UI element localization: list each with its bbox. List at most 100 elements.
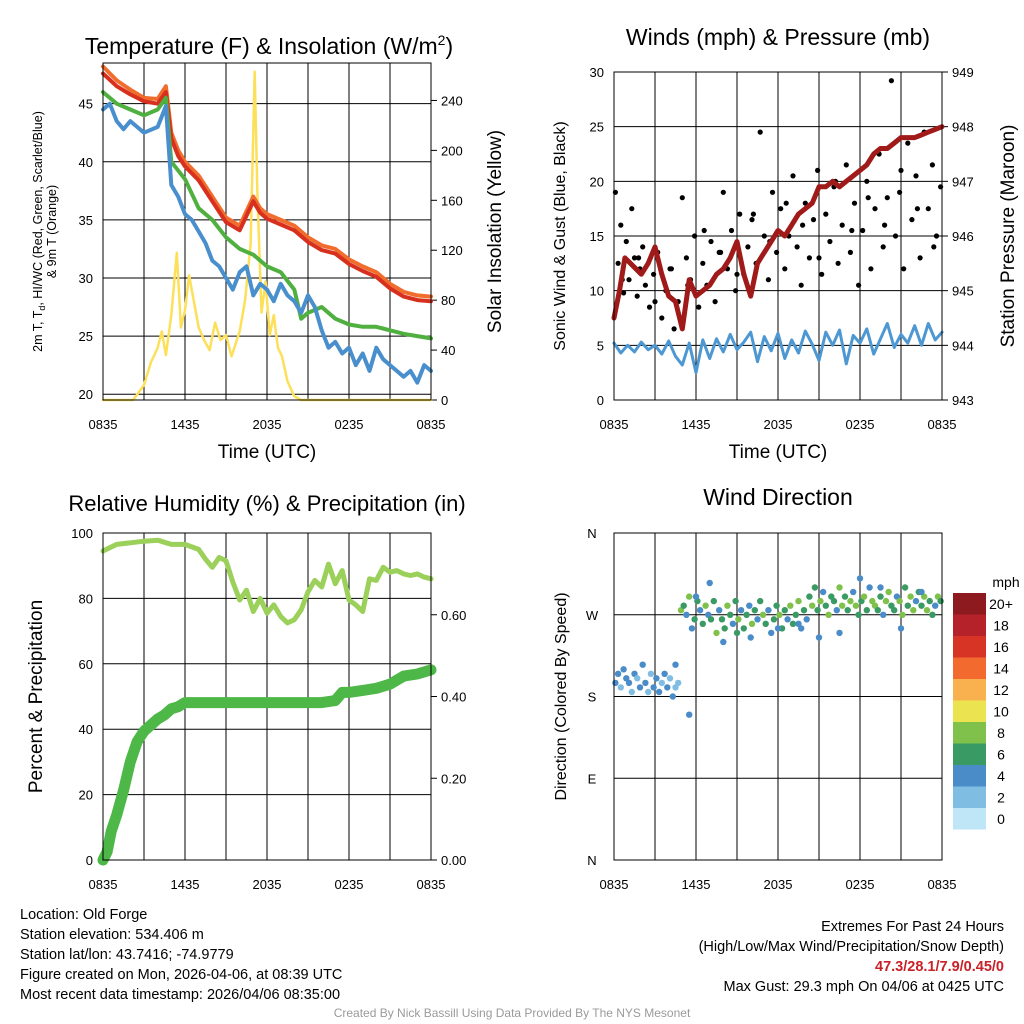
direction-point bbox=[666, 675, 674, 682]
gust-point bbox=[815, 167, 821, 173]
chart-title-temperature: Temperature (F) & Insolation (W/m2) bbox=[85, 32, 453, 59]
y2-tick-label-0: 160 bbox=[441, 193, 463, 208]
y-tick-label-0: 40 bbox=[79, 155, 93, 170]
y2-axis-label-winds: Station Pressure (Maroon) bbox=[998, 125, 1019, 348]
y2-tick-label-1: 949 bbox=[952, 65, 974, 80]
direction-point bbox=[910, 607, 917, 614]
extremes-subtitle: (High/Low/Max Wind/Precipitation/Snow De… bbox=[698, 939, 1004, 955]
x-tick-label-1: 2035 bbox=[764, 417, 793, 432]
gust-point bbox=[783, 200, 789, 206]
gust-point bbox=[646, 304, 653, 310]
gust-point bbox=[626, 277, 632, 283]
gust-point bbox=[692, 233, 698, 239]
direction-point bbox=[688, 625, 696, 632]
y2-tick-label-1: 946 bbox=[952, 229, 974, 244]
gust-point bbox=[847, 249, 854, 255]
x-tick-label-1: 0235 bbox=[846, 417, 875, 432]
direction-point bbox=[937, 597, 944, 605]
gust-point bbox=[905, 140, 911, 146]
gust-point bbox=[843, 162, 849, 168]
extremes-values: 47.3/28.1/7.9/0.45/0 bbox=[875, 959, 1004, 975]
direction-point bbox=[718, 616, 726, 623]
direction-point bbox=[661, 670, 668, 677]
direction-point bbox=[628, 688, 635, 696]
direction-point bbox=[855, 611, 862, 618]
y-tick-label-2: 40 bbox=[79, 722, 93, 737]
y-tick-label-3: E bbox=[588, 771, 597, 786]
recent-data-text: Most recent data timestamp: 2026/04/06 0… bbox=[20, 987, 341, 1003]
x-tick-label-0: 1435 bbox=[171, 417, 200, 432]
direction-point bbox=[929, 611, 936, 618]
direction-point bbox=[806, 593, 813, 600]
x-tick-label-2: 1435 bbox=[171, 877, 200, 892]
direction-point bbox=[686, 593, 693, 600]
colorbar-label: 2 bbox=[997, 789, 1005, 805]
colorbar-swatch bbox=[953, 636, 986, 658]
direction-point bbox=[735, 616, 742, 623]
direction-point bbox=[686, 711, 693, 718]
gust-point bbox=[733, 288, 739, 294]
gust-point bbox=[851, 200, 858, 206]
y-tick-label-3: W bbox=[586, 608, 599, 623]
direction-point bbox=[839, 602, 846, 609]
gust-point bbox=[737, 211, 743, 217]
direction-point bbox=[795, 597, 802, 605]
direction-point bbox=[860, 593, 868, 600]
gust-point bbox=[933, 233, 940, 239]
colorbar-swatch bbox=[953, 657, 986, 679]
direction-point bbox=[803, 616, 810, 623]
direction-point bbox=[891, 607, 898, 614]
gust-point bbox=[909, 217, 915, 223]
direction-point bbox=[620, 666, 627, 673]
direction-point bbox=[754, 616, 761, 623]
y2-tick-label-0: 240 bbox=[441, 93, 463, 108]
colorbar-swatch bbox=[953, 614, 986, 636]
gust-point bbox=[778, 206, 784, 212]
y2-tick-label-1: 944 bbox=[952, 338, 974, 353]
x-tick-label-3: 1435 bbox=[682, 877, 711, 892]
gust-point bbox=[823, 211, 829, 217]
direction-point bbox=[932, 602, 939, 609]
direction-point bbox=[822, 602, 829, 609]
gust-point bbox=[810, 217, 817, 223]
y-axis-label-winds: Sonic Wind & Gust (Blue, Black) bbox=[552, 121, 569, 350]
gust-point bbox=[800, 222, 806, 228]
direction-point bbox=[625, 679, 633, 687]
y-tick-label-0: 25 bbox=[79, 329, 93, 344]
gust-point bbox=[790, 173, 796, 179]
direction-point bbox=[707, 616, 715, 623]
y2-tick-label-2: 0.20 bbox=[441, 771, 466, 786]
gust-point bbox=[929, 162, 936, 168]
series-line-wind bbox=[612, 322, 944, 375]
gust-point bbox=[615, 260, 621, 266]
y2-tick-label-1: 947 bbox=[952, 174, 974, 189]
gust-point bbox=[888, 78, 895, 84]
y-tick-label-2: 60 bbox=[79, 657, 93, 672]
direction-point bbox=[634, 675, 641, 682]
direction-point bbox=[692, 593, 700, 600]
direction-point bbox=[747, 634, 754, 641]
direction-point bbox=[850, 588, 857, 596]
direction-point bbox=[650, 684, 657, 691]
gust-point bbox=[860, 227, 866, 234]
x-axis-label-winds: Time (UTC) bbox=[729, 442, 828, 463]
direction-point bbox=[817, 597, 824, 605]
gust-point bbox=[931, 244, 937, 250]
gust-point bbox=[734, 271, 740, 277]
x-tick-label-2: 2035 bbox=[253, 877, 282, 892]
y2-tick-label-0: 40 bbox=[441, 343, 455, 358]
x-tick-label-0: 0235 bbox=[335, 417, 364, 432]
direction-point bbox=[830, 597, 838, 605]
direction-point bbox=[732, 597, 739, 605]
gust-point bbox=[898, 167, 904, 173]
direction-point bbox=[746, 602, 753, 609]
chart-title-humidity: Relative Humidity (%) & Precipitation (i… bbox=[68, 491, 465, 516]
direction-point bbox=[847, 597, 854, 605]
gust-point bbox=[651, 271, 657, 277]
y-tick-label-3: N bbox=[587, 853, 596, 868]
y2-tick-label-1: 945 bbox=[952, 284, 974, 299]
colorbar-swatch bbox=[953, 722, 986, 744]
colorbar-label: 20+ bbox=[989, 596, 1013, 612]
series-line-hi_green bbox=[101, 90, 433, 341]
direction-point bbox=[729, 620, 737, 627]
